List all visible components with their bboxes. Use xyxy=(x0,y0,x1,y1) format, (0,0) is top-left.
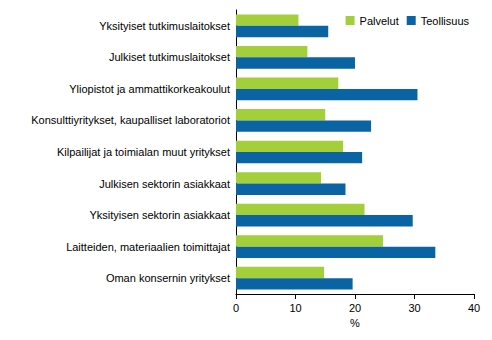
svg-text:%: % xyxy=(350,317,360,329)
svg-text:30: 30 xyxy=(408,302,420,314)
svg-text:0: 0 xyxy=(233,302,239,314)
svg-text:10: 10 xyxy=(289,302,301,314)
svg-text:Teollisuus: Teollisuus xyxy=(421,15,470,27)
svg-text:Kilpailijat ja toimialan muut: Kilpailijat ja toimialan muut yritykset xyxy=(57,146,230,158)
svg-text:Yksityisen sektorin asiakkaat: Yksityisen sektorin asiakkaat xyxy=(89,209,230,221)
svg-text:Julkiset tutkimuslaitokset: Julkiset tutkimuslaitokset xyxy=(109,51,230,63)
svg-text:Oman konsernin yritykset: Oman konsernin yritykset xyxy=(106,272,230,284)
svg-text:Yksityiset tutkimuslaitokset: Yksityiset tutkimuslaitokset xyxy=(99,20,230,32)
svg-text:Konsulttiyritykset, kaupallise: Konsulttiyritykset, kaupalliset laborato… xyxy=(31,114,230,126)
svg-text:Palvelut: Palvelut xyxy=(360,15,399,27)
svg-text:Yliopistot ja ammattikorkeakou: Yliopistot ja ammattikorkeakoulut xyxy=(69,83,230,95)
svg-text:Laitteiden, materiaalien toimi: Laitteiden, materiaalien toimittajat xyxy=(66,241,230,253)
svg-text:40: 40 xyxy=(468,302,480,314)
svg-text:20: 20 xyxy=(349,302,361,314)
svg-text:Julkisen sektorin asiakkaat: Julkisen sektorin asiakkaat xyxy=(99,178,230,190)
